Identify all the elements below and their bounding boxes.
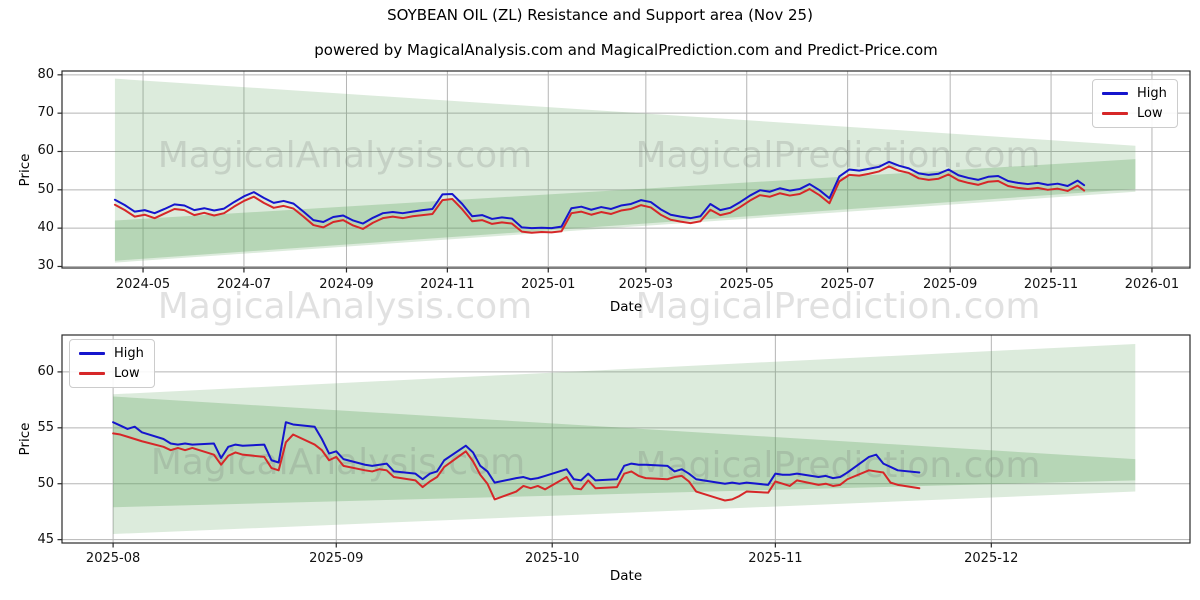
- y-tick-label: 60: [37, 143, 54, 159]
- y-tick-label: 70: [37, 105, 54, 121]
- watermark-text: MagicalAnalysis.com: [158, 135, 532, 176]
- high-line: [112, 421, 921, 486]
- y-tick-label: 45: [37, 531, 54, 547]
- watermark-text: MagicalPrediction.com: [636, 445, 1041, 486]
- x-tick-label: 2025-03: [618, 277, 673, 292]
- x-tick-label: 2024-05: [115, 277, 171, 292]
- x-tick-label: 2025-09: [923, 277, 978, 292]
- y-tick-label: 80: [37, 66, 54, 82]
- x-axis-label-bottom-chart: Date: [609, 568, 643, 584]
- x-tick-label: 2026-01: [1124, 277, 1180, 292]
- y-tick-label: 55: [37, 419, 54, 435]
- legend-line-swatch: [79, 372, 105, 375]
- y-tick-label: 50: [37, 475, 54, 491]
- gridlines-layer: [62, 71, 1190, 543]
- y-tick-label: 60: [37, 363, 54, 379]
- legend-entry: Low: [79, 365, 144, 382]
- x-tick-label: 2025-11: [1023, 277, 1079, 292]
- legend-label: Low: [1137, 106, 1163, 121]
- figure-subtitle: powered by MagicalAnalysis.com and Magic…: [314, 41, 938, 59]
- x-tick-label: 2025-09: [309, 551, 364, 566]
- resistance-area: [113, 343, 1136, 535]
- legend-entry: Low: [1102, 105, 1167, 122]
- x-tick-label: 2025-11: [748, 551, 803, 566]
- y-tick-label: 30: [37, 258, 54, 274]
- support-area: [113, 396, 1136, 508]
- legend-entry: High: [1102, 85, 1167, 102]
- plot-border: [61, 70, 1191, 269]
- x-tick-label: 2024-11: [420, 277, 475, 292]
- y-tick-label: 40: [37, 220, 54, 236]
- legend-entry: High: [79, 345, 144, 362]
- watermark-text: MagicalPrediction.com: [636, 135, 1041, 176]
- legend-line-swatch: [79, 352, 105, 355]
- series-layer: [57, 70, 1191, 548]
- legend-label: High: [114, 346, 144, 361]
- x-tick-label: 2025-10: [525, 551, 580, 566]
- legend-line-swatch: [1102, 112, 1128, 115]
- x-tick-label: 2024-09: [319, 277, 374, 292]
- x-tick-label: 2025-12: [964, 551, 1019, 566]
- watermark-text: MagicalPrediction.com: [636, 286, 1041, 327]
- x-tick-label: 2025-01: [521, 277, 576, 292]
- bands-layer: [113, 78, 1136, 535]
- x-tick-label: 2025-05: [719, 277, 774, 292]
- legend-label: Low: [114, 366, 140, 381]
- x-tick-label: 2024-07: [216, 277, 272, 292]
- x-axis-label-top-chart: Date: [609, 299, 643, 315]
- low-line: [112, 432, 921, 502]
- legend-bottom-chart: High Low: [69, 339, 155, 388]
- resistance-area: [114, 78, 1136, 263]
- plot-border: [61, 334, 1191, 544]
- y-tick-label: 50: [37, 181, 54, 197]
- x-tick-label: 2025-07: [820, 277, 875, 292]
- figure-title: SOYBEAN OIL (ZL) Resistance and Support …: [387, 6, 813, 24]
- x-tick-label: 2025-08: [85, 551, 141, 566]
- legend-line-swatch: [1102, 92, 1128, 95]
- low-line: [113, 165, 1086, 234]
- legend-label: High: [1137, 86, 1167, 101]
- legend-top-chart: High Low: [1092, 79, 1178, 128]
- watermark-layer: MagicalAnalysis.com MagicalPrediction.com…: [151, 135, 1041, 486]
- watermark-text: MagicalAnalysis.com: [158, 286, 532, 327]
- high-line: [113, 160, 1086, 230]
